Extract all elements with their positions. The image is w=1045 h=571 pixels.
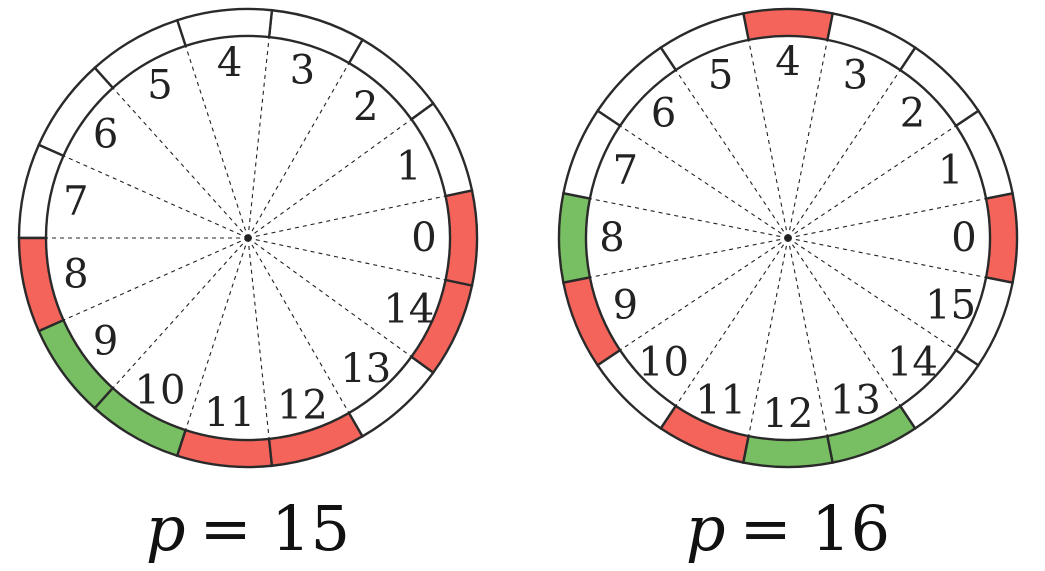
spoke-14 (247, 237, 412, 358)
spoke-10 (619, 237, 789, 351)
spoke-5 (185, 45, 249, 239)
ring-segment-7 (17, 143, 66, 240)
ring-segment-8 (557, 191, 592, 285)
segment-label-6: 6 (93, 112, 118, 158)
spoke-13 (787, 237, 828, 437)
segment-label-5: 5 (708, 52, 733, 98)
segment-label-9: 9 (93, 318, 118, 364)
ring-segment-0 (984, 191, 1019, 285)
segment-label-14: 14 (887, 339, 938, 385)
segment-label-7: 7 (63, 178, 88, 224)
caption-var: p (686, 492, 726, 565)
segment-label-8: 8 (599, 215, 624, 261)
spoke-9 (63, 237, 249, 321)
ring-segment-4 (741, 7, 835, 42)
ring-segment-5 (659, 11, 751, 72)
segment-label-14: 14 (383, 287, 434, 333)
spoke-7 (63, 155, 249, 239)
segment-label-6: 6 (651, 91, 676, 137)
segment-label-13: 13 (830, 378, 881, 424)
spoke-1 (787, 198, 987, 239)
spoke-4 (787, 39, 828, 239)
spoke-6 (112, 87, 249, 239)
segment-label-11: 11 (204, 390, 255, 436)
spoke-11 (675, 237, 789, 407)
spoke-4 (247, 37, 270, 239)
spoke-3 (787, 69, 901, 239)
ring-segment-3 (825, 11, 917, 72)
spoke-2 (247, 118, 412, 239)
spoke-9 (589, 237, 789, 278)
ring-segment-9 (561, 275, 622, 367)
spoke-15 (787, 237, 957, 351)
segment-label-12: 12 (763, 391, 814, 437)
spoke-5 (748, 39, 789, 239)
ring-segment-1 (954, 109, 1015, 201)
ring-segment-8 (17, 236, 66, 333)
ring-segment-3 (267, 8, 365, 65)
ring-segment-14 (409, 278, 474, 375)
segment-label-10: 10 (135, 367, 186, 413)
ring-segment-7 (561, 109, 622, 201)
segment-label-12: 12 (277, 382, 328, 428)
segment-label-15: 15 (925, 282, 976, 328)
caption-p15: p = 15 (146, 492, 350, 565)
spoke-0 (787, 237, 987, 278)
segment-label-2: 2 (353, 84, 378, 130)
spoke-6 (675, 69, 789, 239)
caption-var: p (146, 492, 186, 565)
spoke-14 (787, 237, 901, 407)
segment-label-9: 9 (613, 282, 638, 328)
spoke-0 (247, 237, 446, 281)
spoke-3 (247, 62, 350, 239)
segment-label-2: 2 (900, 91, 925, 137)
spoke-12 (748, 237, 789, 437)
ring-segment-0 (444, 188, 479, 288)
spoke-11 (185, 237, 249, 431)
segment-label-10: 10 (638, 339, 689, 385)
segment-label-7: 7 (613, 148, 638, 194)
segment-label-3: 3 (843, 52, 868, 98)
segment-label-0: 0 (411, 215, 436, 261)
segment-label-8: 8 (63, 252, 88, 298)
ring-segment-12 (741, 434, 835, 469)
spoke-1 (247, 195, 446, 239)
ring-segment-15 (954, 275, 1015, 367)
segment-label-3: 3 (290, 48, 315, 94)
caption-eq: = 15 (200, 492, 351, 565)
hub-dot (784, 234, 792, 242)
spoke-10 (112, 237, 249, 389)
segment-label-1: 1 (396, 143, 421, 189)
segment-label-13: 13 (340, 346, 391, 392)
segment-label-4: 4 (775, 39, 800, 85)
spoke-8 (589, 198, 789, 239)
caption-eq: = 16 (740, 492, 891, 565)
hub-dot (244, 234, 252, 242)
spoke-13 (247, 237, 350, 414)
caption-p16: p = 16 (686, 492, 890, 565)
spoke-2 (787, 125, 957, 239)
spoke-7 (619, 125, 789, 239)
segment-label-11: 11 (695, 378, 746, 424)
segment-label-4: 4 (217, 40, 242, 86)
spoke-12 (247, 237, 270, 439)
segment-label-1: 1 (938, 148, 963, 194)
segment-label-5: 5 (147, 63, 172, 109)
segment-label-0: 0 (951, 215, 976, 261)
